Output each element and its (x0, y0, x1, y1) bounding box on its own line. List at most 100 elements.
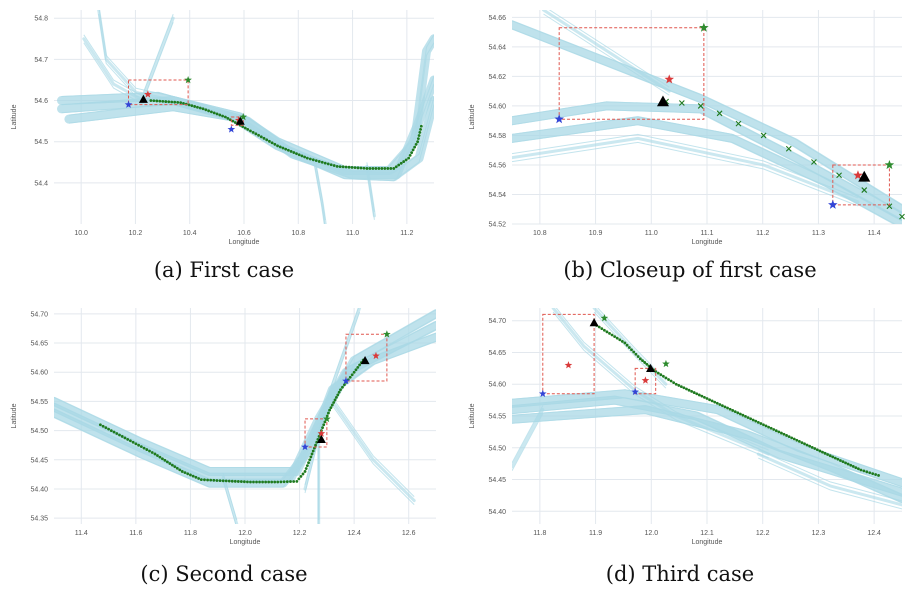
route-point (380, 167, 384, 170)
y-tick-label: 54.65 (488, 350, 506, 357)
route-point (638, 357, 642, 361)
route-point (246, 480, 249, 484)
traffic-strand (512, 101, 902, 214)
route-point (854, 466, 858, 470)
traffic-strand (331, 405, 415, 505)
y-tick-label: 54.5 (34, 139, 48, 146)
traffic-strand (512, 405, 544, 464)
route-point (164, 100, 168, 103)
route-point (731, 409, 735, 412)
traffic-strand (98, 10, 174, 97)
route-point (180, 470, 184, 473)
x-tick-label: 11.3 (812, 230, 825, 237)
route-point (189, 473, 192, 477)
y-tick-label: 54.35 (30, 516, 48, 523)
route-point (317, 160, 321, 163)
route-point (899, 213, 905, 220)
route-point (356, 166, 360, 170)
route-point (839, 459, 842, 462)
traffic-strand (512, 405, 902, 496)
route-point (239, 480, 243, 483)
route-point (790, 436, 794, 440)
route-point (868, 471, 872, 475)
traffic-strand (304, 308, 359, 486)
route-point (295, 152, 298, 156)
route-point (165, 460, 169, 464)
traffic-lane (512, 405, 902, 504)
route-point (703, 395, 706, 399)
route-point (618, 338, 622, 342)
route-point (199, 478, 203, 482)
route-point (273, 142, 277, 146)
x-tick-label: 11.1 (700, 230, 713, 237)
x-tick-label: 10.4 (183, 230, 197, 237)
route-point (347, 165, 351, 169)
route-point (236, 480, 240, 483)
route-point (821, 450, 824, 454)
route-point (404, 158, 408, 162)
blue-star (342, 376, 350, 385)
route-point (212, 111, 216, 115)
y-tick-label: 54.55 (30, 399, 48, 406)
red-star (641, 376, 650, 384)
route-point (643, 361, 647, 364)
traffic-strand (552, 311, 769, 459)
route-point (413, 145, 417, 149)
route-point (874, 473, 878, 476)
traffic-strand (304, 311, 361, 494)
route-point (341, 165, 345, 169)
route-point (397, 163, 401, 167)
traffic-strand (61, 83, 434, 180)
route-point (772, 428, 776, 431)
window-box (128, 79, 189, 106)
route-point (201, 107, 205, 111)
route-point (224, 479, 228, 483)
route-point (257, 133, 260, 137)
traffic-strand (512, 133, 859, 199)
x-tick-label: 11.6 (129, 530, 142, 537)
y-tick-label: 54.66 (488, 15, 506, 22)
red-star (372, 351, 380, 360)
route-point (815, 448, 819, 452)
traffic-strand (314, 166, 326, 224)
route-point (780, 431, 783, 435)
route-point (344, 165, 348, 169)
route-point (261, 480, 264, 484)
traffic-strand (142, 14, 174, 93)
x-tick-label: 11.9 (589, 530, 602, 537)
blue-star (538, 389, 547, 397)
route-point (210, 110, 213, 114)
route-point (341, 385, 344, 389)
route-point (270, 141, 274, 145)
route-point (329, 406, 333, 410)
route-point (246, 127, 250, 131)
route-point (627, 346, 631, 349)
route-point (292, 480, 296, 483)
traffic-strand (331, 397, 415, 497)
route-point (183, 471, 187, 475)
route-point (632, 350, 636, 354)
route-point (194, 475, 198, 479)
traffic-lane (512, 389, 902, 488)
caption-closeup-first-case: (b) Closeup of first case (563, 258, 817, 282)
caption-third-case: (d) Third case (605, 562, 755, 586)
route-point (335, 395, 338, 399)
route-point (399, 161, 403, 165)
y-tick-label: 54.60 (30, 370, 48, 377)
route-point (408, 154, 412, 157)
y-axis-label: Latitude (469, 104, 476, 129)
route-point (329, 163, 333, 167)
route-point (359, 166, 363, 170)
route-point (708, 398, 711, 402)
route-point (792, 437, 796, 441)
route-point (196, 105, 199, 109)
traffic-strand (61, 34, 434, 167)
route-point (149, 99, 153, 102)
route-point (308, 458, 312, 462)
x-tick-label: 11.8 (533, 530, 546, 537)
route-point (726, 406, 729, 410)
predicted-route (663, 98, 905, 220)
y-tick-label: 54.8 (34, 16, 48, 23)
x-tick-label: 12.3 (812, 530, 826, 537)
route-point (115, 432, 119, 435)
